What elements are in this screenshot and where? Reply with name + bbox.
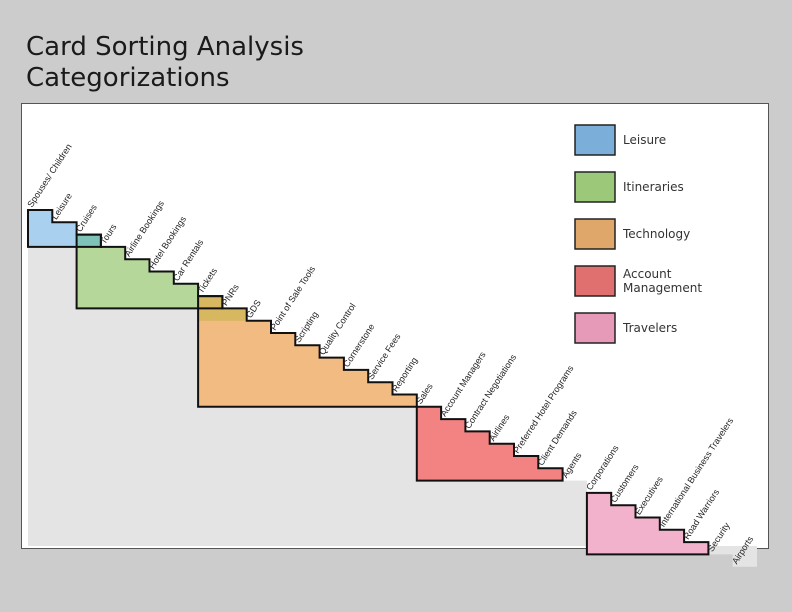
travelers-group-fill <box>586 492 709 555</box>
card-label: GDS <box>244 298 263 320</box>
legend-swatch-leisure <box>574 124 616 156</box>
card-label: Cornerstone <box>341 322 376 369</box>
card-label: Reporting <box>390 355 420 393</box>
legend-swatch-travelers <box>574 312 616 344</box>
legend-swatch-itineraries <box>574 171 616 203</box>
card-label: Service Fees <box>365 331 402 381</box>
card-label: Cruises <box>74 202 99 233</box>
card-label: Customers <box>608 462 640 504</box>
technology-group-outline <box>197 295 418 408</box>
legend-label-technology: Technology <box>623 227 691 241</box>
legend-label-travelers: Travelers <box>623 321 678 335</box>
card-label: Preferred Hotel Programs <box>511 363 576 455</box>
legend-swatch-technology <box>574 218 616 250</box>
card-label: Tickets <box>195 266 219 295</box>
card-label: Corporations <box>584 443 621 492</box>
card-label: Scripting <box>293 310 320 345</box>
card-label: Car Rentals <box>171 237 206 283</box>
legend-label-account: Account Management <box>623 267 703 295</box>
legend-label-itineraries: Itineraries <box>623 180 684 194</box>
account-group-outline <box>415 405 564 482</box>
legend-label-leisure: Leisure <box>623 133 667 147</box>
leisure-itineraries-overlap <box>76 234 101 247</box>
card-label: Executives <box>633 474 665 516</box>
technology-group-fill <box>198 296 417 407</box>
title-line-1: Card Sorting Analysis <box>26 32 304 62</box>
title-line-2: Categorizations <box>26 63 230 93</box>
travelers-group-outline <box>585 491 710 556</box>
card-label: Leisure <box>50 191 74 221</box>
legend-swatch-account <box>574 265 616 297</box>
page-title: Card Sorting Analysis Categorizations <box>26 32 304 94</box>
card-label: Airlines <box>487 412 512 443</box>
card-label: Agents <box>560 450 584 479</box>
card-label: PNRs <box>220 282 241 308</box>
